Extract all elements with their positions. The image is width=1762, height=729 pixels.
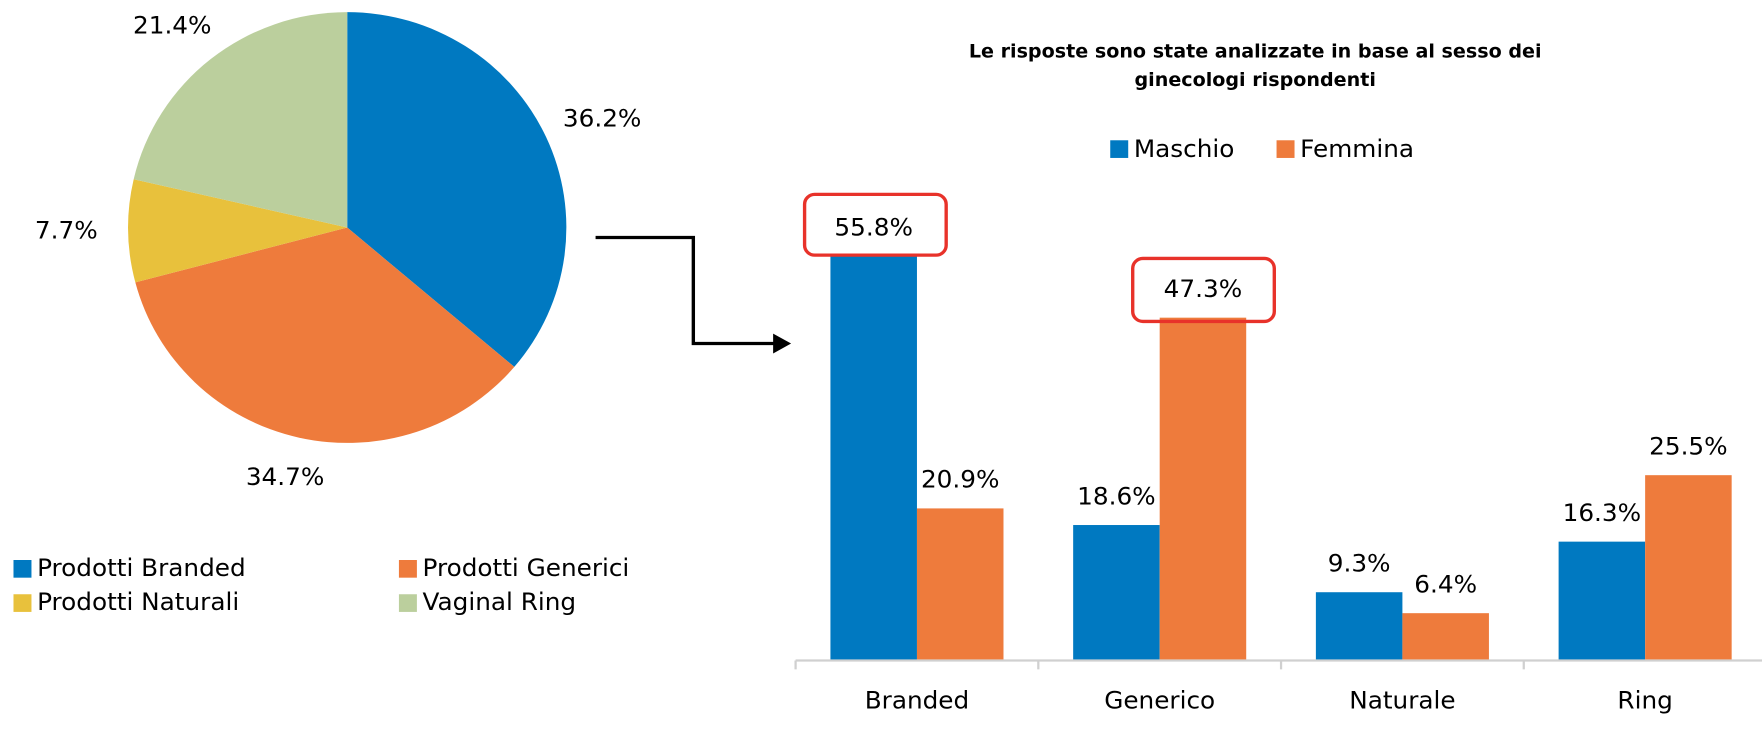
data-label: 55.8% bbox=[834, 213, 913, 242]
pie-slice bbox=[347, 12, 567, 367]
data-label: 20.9% bbox=[921, 465, 1000, 494]
legend-label: Prodotti Naturali bbox=[37, 587, 239, 616]
bar bbox=[1315, 592, 1403, 660]
x-tick-label: Naturale bbox=[1349, 686, 1455, 715]
pie-slice bbox=[135, 227, 515, 443]
data-label: 18.6% bbox=[1077, 482, 1156, 511]
legend-swatch bbox=[398, 594, 417, 612]
data-label: 9.3% bbox=[1328, 549, 1391, 578]
bar-chart: Le risposte sono state analizzate in bas… bbox=[794, 41, 1762, 715]
legend-swatch bbox=[1110, 140, 1129, 158]
data-label: 47.3% bbox=[1164, 274, 1243, 303]
data-label: 6.4% bbox=[1414, 570, 1477, 599]
bar bbox=[1645, 475, 1732, 660]
highlight-box bbox=[1131, 256, 1276, 324]
legend-swatch bbox=[398, 560, 417, 578]
legend-label: Maschio bbox=[1134, 134, 1235, 163]
pie-slice bbox=[133, 12, 348, 228]
x-tick-label: Branded bbox=[865, 686, 969, 715]
legend-swatch bbox=[1276, 140, 1295, 158]
bar bbox=[1159, 317, 1247, 660]
legend-label: Prodotti Generici bbox=[423, 553, 630, 582]
bar bbox=[1402, 613, 1489, 660]
bar bbox=[1558, 541, 1646, 660]
bar bbox=[916, 508, 1004, 660]
data-label: 21.4% bbox=[133, 11, 212, 40]
legend-label: Femmina bbox=[1300, 134, 1414, 163]
data-label: 34.7% bbox=[246, 462, 325, 491]
data-label: 25.5% bbox=[1649, 432, 1728, 461]
bar bbox=[830, 256, 917, 660]
pie: 36.2% 34.7% 7.7% 21.4% Prodotti Branded Prodo… bbox=[13, 11, 641, 616]
x-tick-label: Generico bbox=[1104, 686, 1215, 715]
chart-title: ginecologi rispondenti bbox=[1135, 69, 1376, 91]
pie-slice bbox=[128, 179, 348, 283]
data-label: 7.7% bbox=[35, 216, 98, 245]
legend-label: Vaginal Ring bbox=[423, 587, 577, 616]
data-label: 16.3% bbox=[1563, 498, 1642, 527]
data-label: 36.2% bbox=[563, 104, 642, 133]
arrow bbox=[595, 235, 792, 354]
x-tick-label: Ring bbox=[1617, 686, 1672, 715]
highlight-box bbox=[802, 192, 948, 257]
legend-swatch bbox=[13, 594, 32, 612]
legend-label: Prodotti Branded bbox=[37, 553, 246, 582]
bar bbox=[1073, 525, 1160, 660]
legend-swatch bbox=[13, 560, 32, 578]
chart-title: Le risposte sono state analizzate in bas… bbox=[969, 41, 1542, 63]
